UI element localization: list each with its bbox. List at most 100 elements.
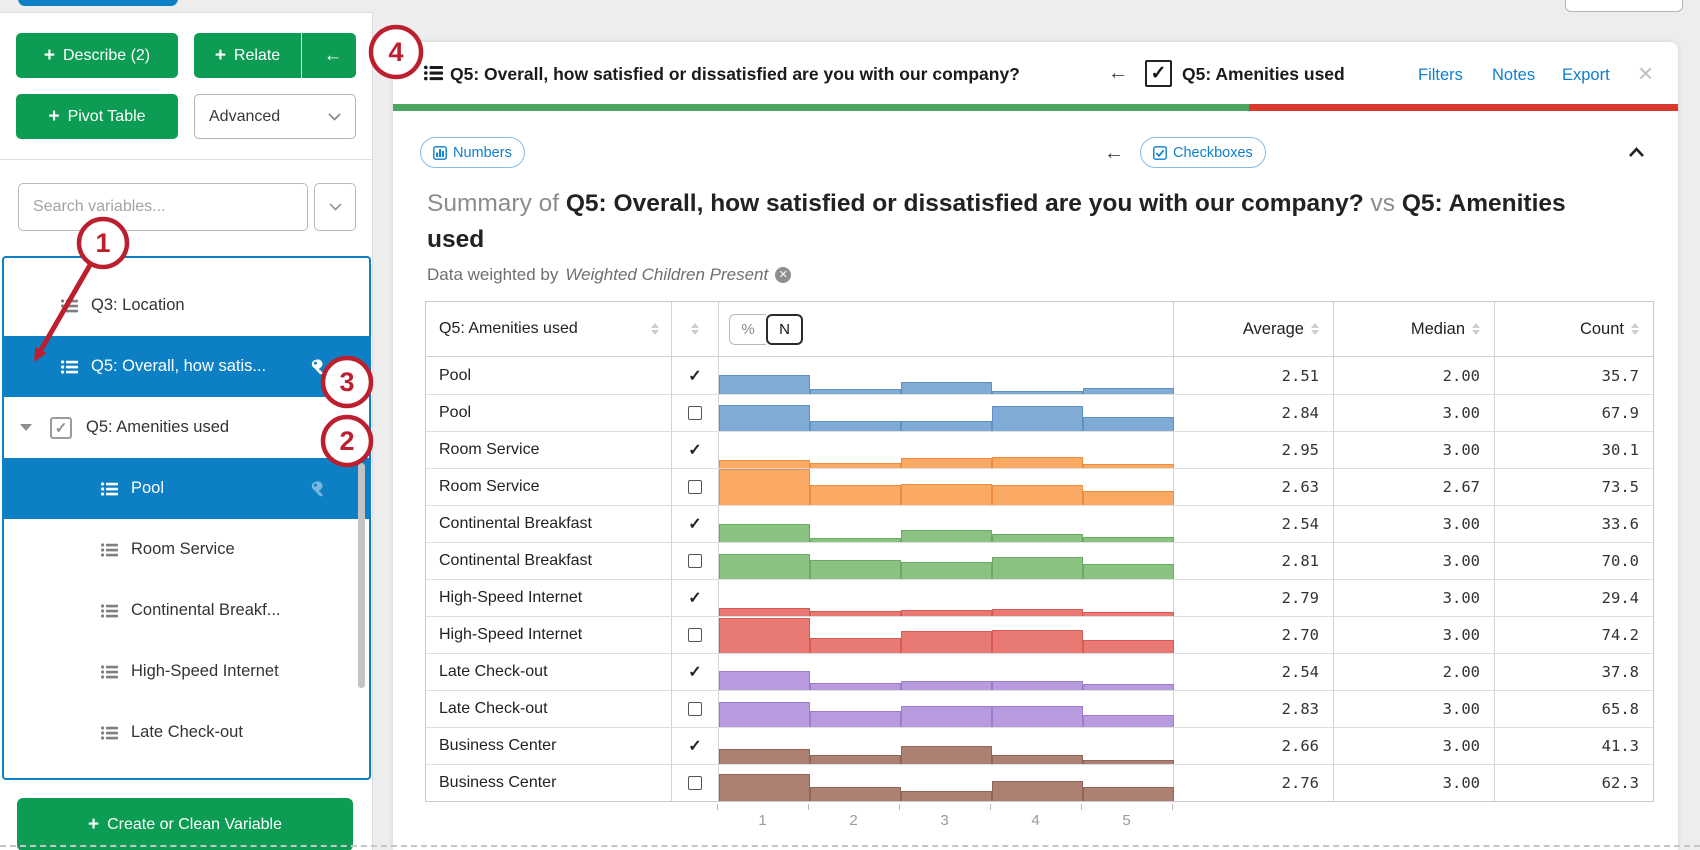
summary-col-variable: Q5: Amenities used [427,190,1566,253]
filters-link[interactable]: Filters [1418,66,1463,84]
cropped-toolbar-button[interactable] [1565,0,1683,12]
sort-icon[interactable] [1631,323,1639,335]
table-row[interactable]: High-Speed Internet 2.70 3.00 74.2 [426,616,1653,653]
table-row[interactable]: Business Center ✓ 2.66 3.00 41.3 [426,727,1653,764]
variable-checkbox[interactable]: ✓ [50,416,72,439]
weight-note: Data weighted by Weighted Children Prese… [427,265,792,285]
variable-label: Q3: Location [91,296,185,314]
table-row[interactable]: Pool ✓ 2.51 2.00 35.7 [426,357,1653,394]
sidebar-variable-item[interactable]: Pool [4,458,369,519]
categorical-list-icon [101,664,118,679]
histogram-bar [901,382,992,394]
sort-icon[interactable] [1311,323,1319,335]
table-row[interactable]: Business Center 2.76 3.00 62.3 [426,764,1653,801]
search-options-dropdown[interactable] [314,183,356,231]
cropped-blue-button[interactable] [18,0,178,6]
histogram-bar [1083,417,1174,431]
checkboxes-type-badge[interactable]: Checkboxes [1140,137,1266,168]
table-row[interactable]: Continental Breakfast 2.81 3.00 70.0 [426,542,1653,579]
collapse-chevron-icon[interactable] [1628,147,1645,158]
table-row[interactable]: Continental Breakfast ✓ 2.54 3.00 33.6 [426,505,1653,542]
search-input[interactable] [18,183,308,231]
variable-list-icon [424,65,443,86]
advanced-dropdown[interactable]: Advanced [194,94,356,139]
column-variable-checkbox[interactable]: ✓ [1145,60,1172,87]
export-link[interactable]: Export [1562,66,1610,84]
n-toggle-button[interactable]: N [766,314,803,345]
sidebar-variable-item[interactable]: Room Service [4,519,369,580]
create-variable-button[interactable]: + Create or Clean Variable [17,798,353,850]
histogram-bar [810,389,901,394]
sort-icon[interactable] [1472,323,1480,335]
checked-mark-icon: ✓ [688,738,702,755]
close-icon[interactable]: × [1638,58,1654,88]
expand-triangle-icon[interactable] [20,424,32,431]
histogram-bar [992,630,1083,653]
table-row[interactable]: Late Check-out ✓ 2.54 2.00 37.8 [426,653,1653,690]
row-average-value: 2.51 [1173,357,1333,394]
histogram-bar [992,706,1083,727]
axis-tick-label: 1 [758,812,767,829]
row-average-value: 2.81 [1173,543,1333,579]
median-header-label: Median [1410,319,1465,338]
sidebar-variable-item[interactable]: Continental Breakf... [4,580,369,641]
sidebar-variable-item[interactable]: Q5: Overall, how satis... [4,336,369,397]
remove-weight-icon[interactable]: ✕ [775,267,792,283]
checkboxes-badge-label: Checkboxes [1173,144,1253,161]
percent-toggle-button[interactable]: % [729,314,766,345]
row-selected-state: ✓ [671,357,718,394]
relate-button[interactable]: + Relate [194,33,302,78]
row-average-value: 2.79 [1173,580,1333,616]
variable-label: Pool [131,479,165,497]
table-row[interactable]: Room Service 2.63 2.67 73.5 [426,468,1653,505]
relate-button-label: Relate [233,46,281,64]
sidebar-variable-item[interactable]: ✓ Q5: Amenities used [4,397,369,458]
row-selected-state [671,617,718,653]
relate-back-button[interactable]: ← [310,45,356,67]
describe-button[interactable]: + Describe (2) [16,33,178,78]
table-row[interactable]: High-Speed Internet ✓ 2.79 3.00 29.4 [426,579,1653,616]
row-average-value: 2.54 [1173,506,1333,542]
summary-vs: vs [1363,190,1402,217]
notes-link[interactable]: Notes [1492,66,1536,84]
variable-label: Late Check-out [131,723,243,741]
table-row[interactable]: Pool 2.84 3.00 67.9 [426,394,1653,431]
row-label: Room Service [439,478,540,495]
histogram-bar [992,485,1083,505]
row-label: Business Center [439,774,557,791]
numbers-type-badge[interactable]: Numbers [420,137,525,168]
count-column-header[interactable]: Count [1494,302,1653,356]
median-column-header[interactable]: Median [1333,302,1494,356]
amenities-column-header[interactable]: Q5: Amenities used [426,302,671,356]
sidebar-variable-item[interactable]: Late Check-out [4,702,369,763]
variables-sidebar: + Describe (2) + Relate ← + Pivot Table … [0,12,373,850]
pivot-table-button[interactable]: + Pivot Table [16,94,178,139]
row-histogram [718,469,1174,505]
row-median-value: 3.00 [1333,543,1494,579]
sidebar-variable-item[interactable]: High-Speed Internet [4,641,369,702]
row-selected-state [671,469,718,505]
left-arrow-icon: ← [323,44,343,66]
sort-icon[interactable] [651,323,659,335]
sort-icon[interactable] [691,323,699,335]
histogram-bar [719,375,810,394]
unchecked-box-icon [688,628,702,642]
checkbox-column-header[interactable] [671,302,718,356]
badge-left-arrow-icon[interactable]: ← [1104,142,1124,164]
row-histogram [718,395,1174,431]
swap-left-arrow-icon[interactable]: ← [1108,62,1128,84]
variable-label: Q5: Overall, how satis... [91,357,267,375]
histogram-x-axis: 1 2 3 4 5 [717,804,1173,834]
histogram-bar [1083,760,1174,764]
table-row[interactable]: Room Service ✓ 2.95 3.00 30.1 [426,431,1653,468]
average-column-header[interactable]: Average [1173,302,1333,356]
row-median-value: 2.00 [1333,357,1494,394]
sidebar-variable-item[interactable]: Q3: Location [4,275,369,336]
amenities-header-label: Q5: Amenities used [439,320,578,337]
numbers-badge-label: Numbers [453,144,512,161]
histogram-bar [901,421,992,431]
bar-chart-icon [433,145,447,160]
row-selected-state: ✓ [671,654,718,690]
table-row[interactable]: Late Check-out 2.83 3.00 65.8 [426,690,1653,727]
sidebar-scrollbar[interactable] [358,463,365,688]
